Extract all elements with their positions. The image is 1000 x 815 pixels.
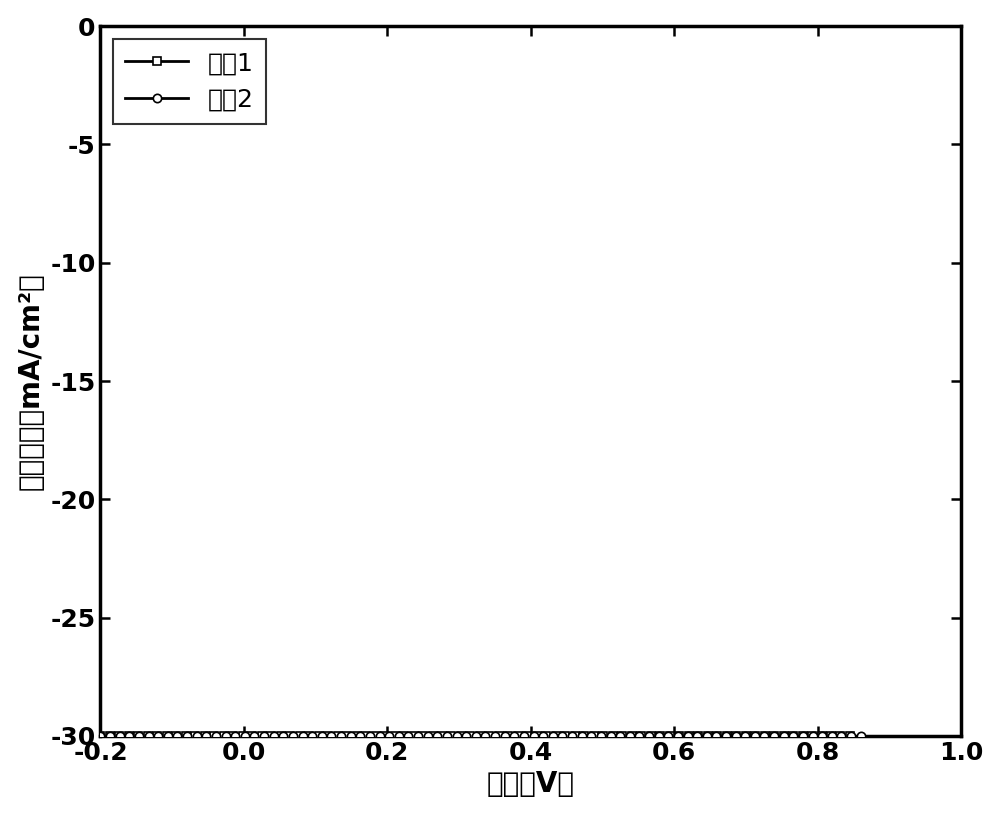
Legend: 曲熿1, 曲熿2: 曲熿1, 曲熿2 <box>113 38 266 124</box>
Y-axis label: 电流密度（mA/cm²）: 电流密度（mA/cm²） <box>17 272 45 490</box>
X-axis label: 电压（V）: 电压（V） <box>487 770 575 799</box>
